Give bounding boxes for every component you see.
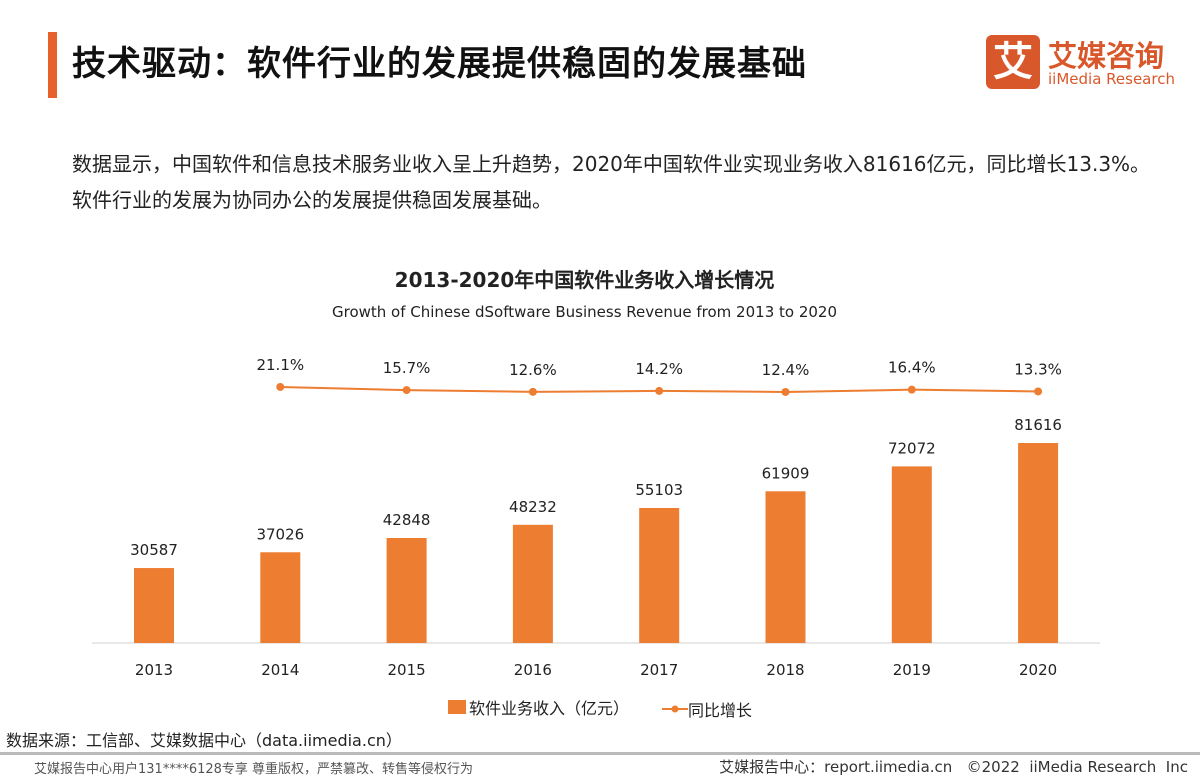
x-tick-label: 2014: [261, 661, 299, 679]
bar-2014: [260, 552, 301, 643]
legend-item-growth: 同比增长: [662, 697, 752, 721]
legend-bar-swatch: [447, 700, 466, 714]
bar-2020: [1018, 443, 1059, 643]
legend-label: 软件业务收入（亿元）: [468, 699, 629, 718]
title-accent-bar: [48, 32, 57, 98]
x-tick-label: 2019: [893, 661, 931, 679]
bar-2015: [386, 538, 427, 643]
growth-label: 16.4%: [888, 359, 936, 377]
bar-label: 55103: [635, 481, 683, 499]
page-title: 技术驱动：软件行业的发展提供稳固的发展基础: [72, 44, 807, 84]
legend: 软件业务收入（亿元） 同比增长: [0, 695, 1200, 721]
logo-cn-text: 艾媒咨询: [1048, 39, 1165, 73]
footer-site: 艾媒报告中心：report.iimedia.cn ©2022 iiMedia R…: [719, 758, 1188, 776]
bar-label: 81616: [1014, 416, 1062, 434]
growth-point-2016: [528, 387, 537, 396]
logo-mark: 艾: [986, 35, 1040, 89]
bar-label: 72072: [888, 439, 936, 457]
legend-line-swatch: [662, 705, 689, 713]
growth-label: 12.6%: [509, 361, 557, 379]
bar-2017: [639, 507, 680, 643]
x-tick-label: 2015: [388, 661, 426, 679]
growth-point-2019: [907, 385, 916, 394]
bar-2018: [765, 491, 806, 643]
growth-label: 14.2%: [635, 360, 683, 378]
growth-point-2020: [1034, 387, 1043, 396]
description: 数据显示，中国软件和信息技术服务业收入呈上升趋势，2020年中国软件业实现业务收…: [72, 152, 1151, 212]
growth-label: 21.1%: [256, 356, 304, 374]
bar-2019: [891, 466, 932, 643]
x-tick-label: 2016: [514, 661, 552, 679]
bar-label: 48232: [509, 498, 557, 516]
footer-copyright-notice: 艾媒报告中心用户131****6128专享 尊重版权，严禁篡改、转售等侵权行为: [34, 762, 474, 777]
growth-point-2018: [781, 387, 790, 396]
x-tick-label: 2020: [1019, 661, 1057, 679]
iimedia-logo: 艾 艾媒咨询 iiMedia Research: [986, 33, 1186, 93]
legend-label: 同比增长: [688, 701, 753, 720]
bar-2016: [512, 524, 553, 643]
x-tick-label: 2013: [135, 661, 173, 679]
footer-divider: [0, 752, 1200, 755]
x-tick-label: 2017: [640, 661, 678, 679]
bar-label: 37026: [256, 525, 304, 543]
legend-item-revenue: 软件业务收入（亿元）: [447, 695, 629, 719]
x-tick-label: 2018: [766, 661, 804, 679]
growth-label: 15.7%: [383, 359, 431, 377]
growth-point-2017: [655, 386, 664, 395]
chart-title: 2013-2020年中国软件业务收入增长情况: [394, 268, 775, 292]
bar-label: 30587: [130, 541, 178, 559]
bar-label: 42848: [383, 511, 431, 529]
data-source: 数据来源：工信部、艾媒数据中心（data.iimedia.cn）: [6, 731, 402, 750]
growth-point-2015: [402, 386, 411, 395]
bar-2013: [134, 568, 174, 643]
bar-label: 61909: [762, 464, 810, 482]
chart-subtitle: Growth of Chinese dSoftware Business Rev…: [331, 303, 838, 321]
growth-label: 12.4%: [762, 361, 810, 379]
growth-point-2014: [276, 382, 285, 391]
logo-en-text: iiMedia Research: [1048, 70, 1175, 88]
growth-label: 13.3%: [1014, 360, 1062, 378]
